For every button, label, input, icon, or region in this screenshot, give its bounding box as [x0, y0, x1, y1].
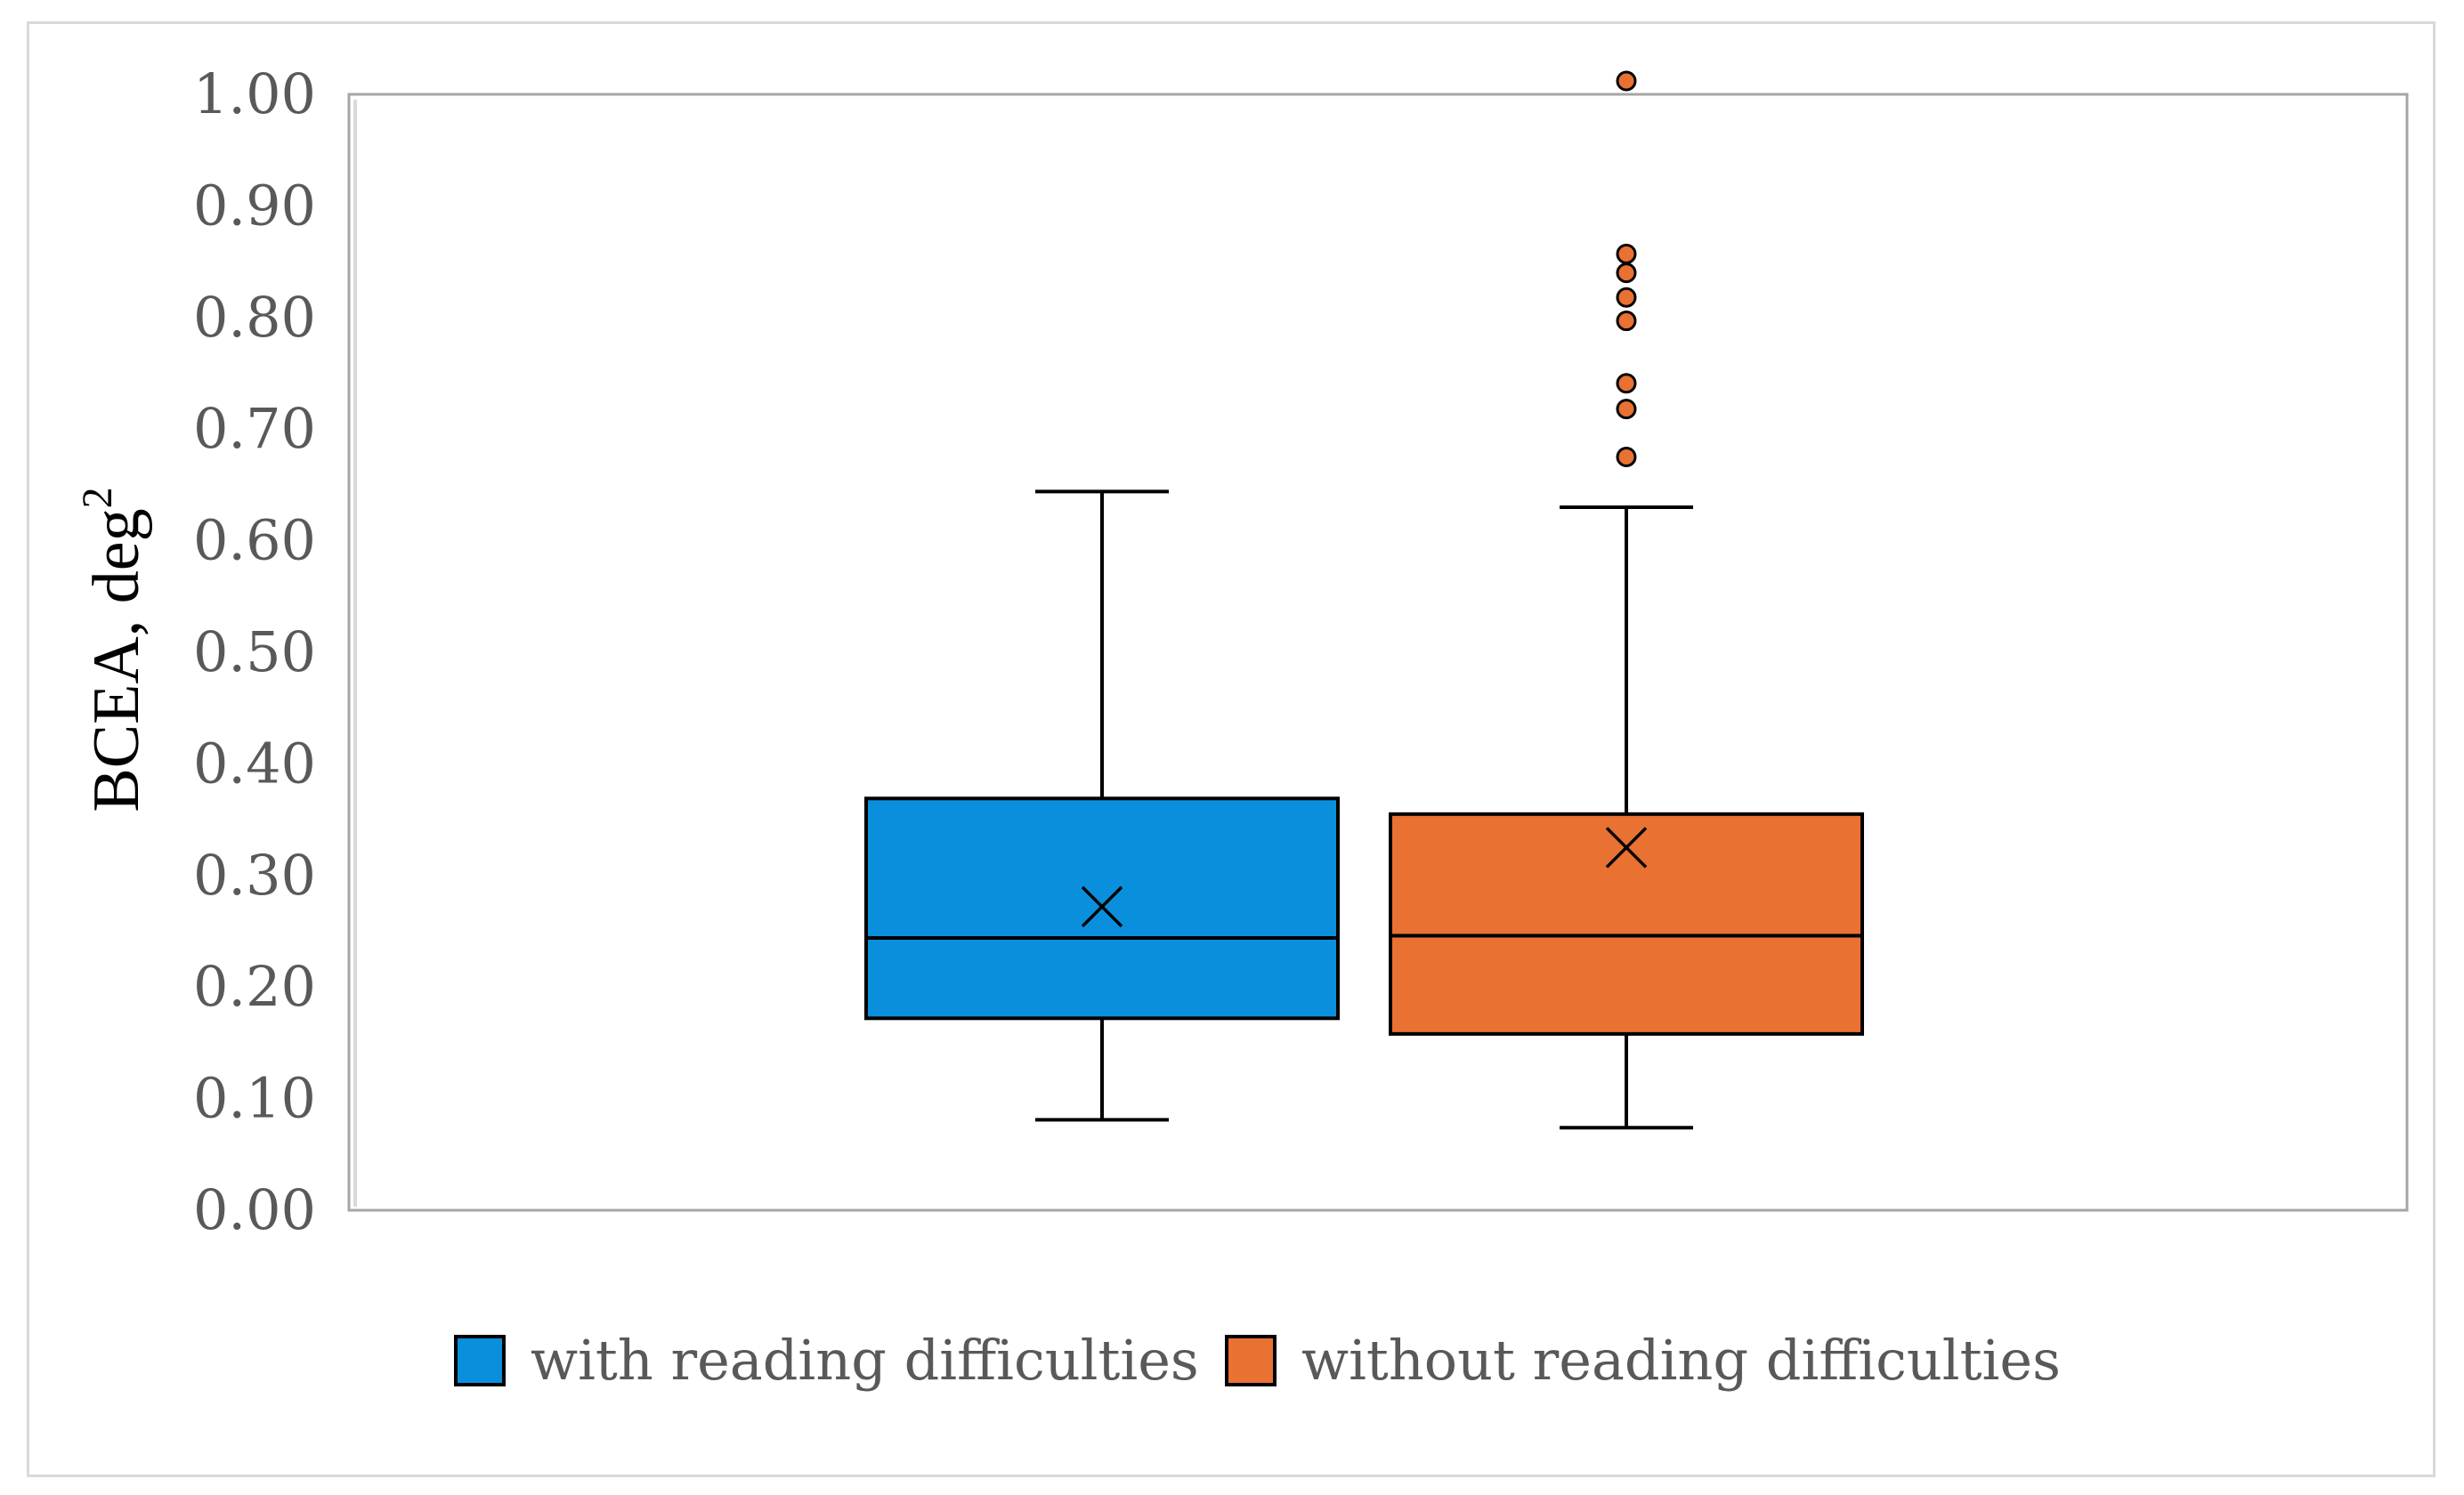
box-1 [864, 489, 1340, 1122]
y-tick-label: 0.90 [193, 173, 316, 238]
outlier-point [1616, 263, 1637, 284]
y-tick-label: 0.10 [193, 1066, 316, 1131]
y-tick-label: 0.70 [193, 396, 316, 461]
y-tick-label: 0.40 [193, 731, 316, 796]
interquartile-box [1389, 812, 1864, 1036]
boxes [864, 70, 1864, 1130]
box-2 [1389, 70, 1864, 1130]
outlier-point [1616, 311, 1637, 332]
y-tick-label: 0.80 [193, 285, 316, 350]
legend-swatch [1225, 1335, 1277, 1386]
y-axis-label-text: BCEA, deg [80, 508, 153, 812]
y-axis-label-superscript: 2 [74, 487, 121, 508]
legend-swatch [454, 1335, 506, 1386]
y-axis-label: BCEA, deg2 [74, 487, 153, 812]
legend-label: with reading difficulties [531, 1328, 1199, 1393]
y-tick-label: 1.00 [193, 61, 316, 126]
plot-area [347, 93, 2409, 1212]
mean-marker [1605, 827, 1648, 869]
y-tick-label: 0.50 [193, 619, 316, 684]
outlier-point [1616, 243, 1637, 264]
y-tick-label: 0.00 [193, 1177, 316, 1242]
outlier-point [1616, 399, 1637, 420]
outlier-point [1616, 447, 1637, 468]
outlier-point [1616, 373, 1637, 394]
legend-label: without reading difficulties [1301, 1328, 2061, 1393]
outlier-point [1616, 70, 1637, 92]
plot-border [347, 93, 2409, 1212]
outlier-point [1616, 287, 1637, 308]
y-tick-label: 0.20 [193, 954, 316, 1019]
y-tick-label: 0.60 [193, 508, 316, 573]
legend: with reading difficulties without reading… [454, 1328, 2061, 1393]
y-axis-ticks: 0.00 0.10 0.20 0.30 0.40 0.50 0.60 0.70 0.80 0.90… [193, 61, 316, 1242]
mean-marker [1081, 885, 1123, 928]
y-tick-label: 0.30 [193, 843, 316, 908]
